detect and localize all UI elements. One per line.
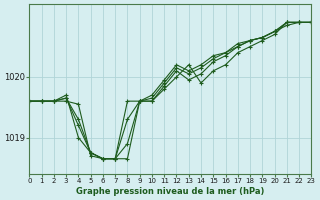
X-axis label: Graphe pression niveau de la mer (hPa): Graphe pression niveau de la mer (hPa) <box>76 187 265 196</box>
